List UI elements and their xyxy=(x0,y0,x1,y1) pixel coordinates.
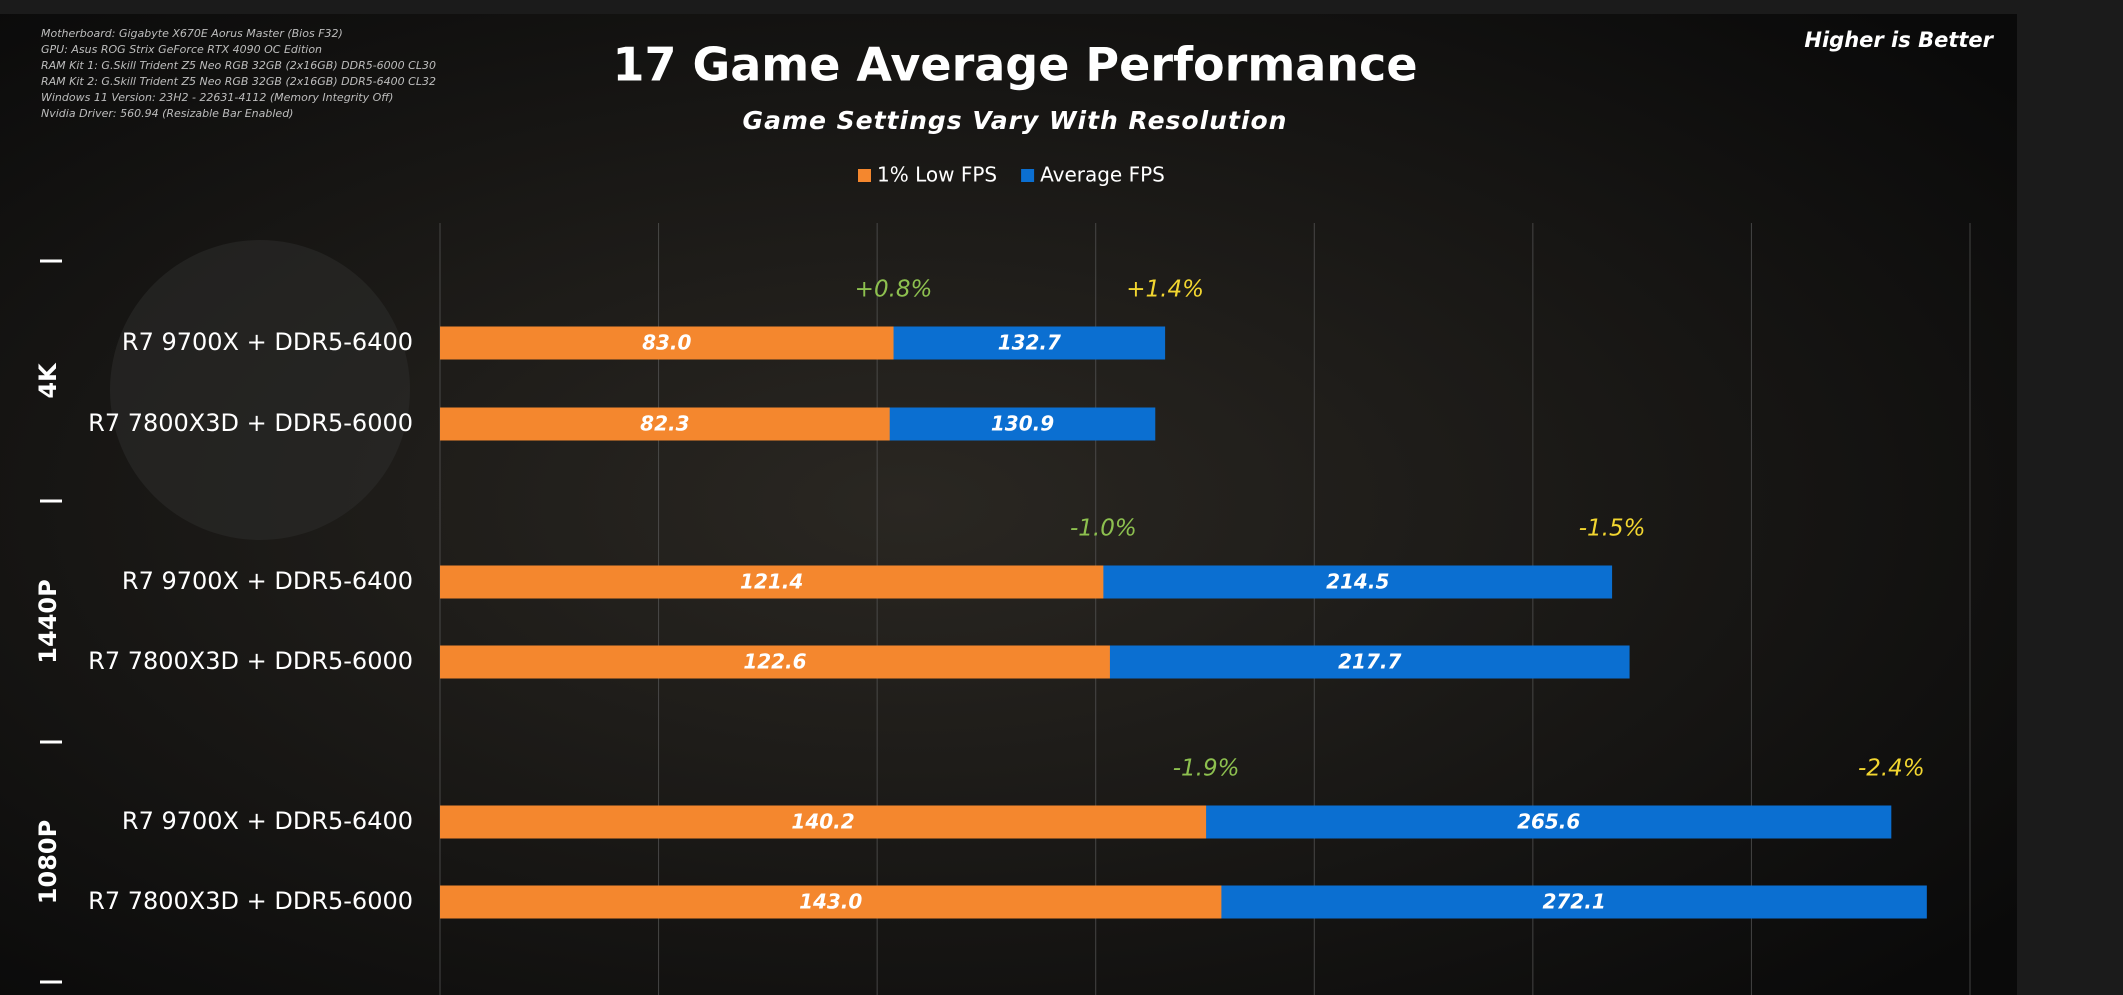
delta-label: -2.4% xyxy=(1858,756,1925,782)
bar xyxy=(440,805,1207,839)
value-label: 82.3 xyxy=(640,412,689,436)
spec-line: RAM Kit 2: G.Skill Trident Z5 Neo RGB 32… xyxy=(41,75,436,88)
value-label: 140.2 xyxy=(791,810,854,834)
spec-line: Motherboard: Gigabyte X670E Aorus Master… xyxy=(41,27,343,40)
value-label: 217.7 xyxy=(1338,650,1401,674)
category-label: R7 7800X3D + DDR5-6000 xyxy=(88,647,413,675)
group-label: 1440P xyxy=(34,579,62,663)
spec-line: GPU: Asus ROG Strix GeForce RTX 4090 OC … xyxy=(41,43,322,56)
category-label: R7 7800X3D + DDR5-6000 xyxy=(88,409,413,437)
decor-fan xyxy=(110,240,410,540)
value-label: 132.7 xyxy=(998,331,1061,355)
delta-label: -1.0% xyxy=(1070,516,1137,542)
bar xyxy=(440,326,894,360)
category-label: R7 9700X + DDR5-6400 xyxy=(122,567,413,595)
legend-label: Average FPS xyxy=(1040,163,1165,187)
chart-title: 17 Game Average Performance xyxy=(612,38,1417,92)
bar xyxy=(440,565,1104,599)
value-label: 122.6 xyxy=(743,650,806,674)
legend-swatch xyxy=(1021,169,1035,182)
delta-label: -1.5% xyxy=(1579,516,1646,542)
category-label: R7 9700X + DDR5-6400 xyxy=(122,328,413,356)
legend-swatch xyxy=(858,169,871,182)
legend-label: 1% Low FPS xyxy=(877,163,997,187)
value-label: 143.0 xyxy=(799,890,862,914)
value-label: 214.5 xyxy=(1326,570,1389,594)
value-label: 83.0 xyxy=(642,331,691,355)
category-label: R7 9700X + DDR5-6400 xyxy=(122,807,413,835)
value-label: 265.6 xyxy=(1517,810,1580,834)
note: Higher is Better xyxy=(1804,28,1994,52)
delta-label: +1.4% xyxy=(1126,277,1204,303)
bar xyxy=(440,407,890,441)
spec-line: Nvidia Driver: 560.94 (Resizable Bar Ena… xyxy=(41,107,293,120)
category-label: R7 7800X3D + DDR5-6000 xyxy=(88,887,413,915)
value-label: 272.1 xyxy=(1542,890,1605,914)
value-label: 130.9 xyxy=(991,412,1054,436)
spec-line: RAM Kit 1: G.Skill Trident Z5 Neo RGB 32… xyxy=(41,59,436,72)
chart-subtitle: Game Settings Vary With Resolution xyxy=(743,106,1288,135)
group-label: 4K xyxy=(34,362,62,399)
spec-line: Windows 11 Version: 23H2 - 22631-4112 (M… xyxy=(41,91,393,104)
bar xyxy=(440,645,1110,679)
value-label: 121.4 xyxy=(740,570,803,594)
bar xyxy=(440,885,1222,919)
delta-label: +0.8% xyxy=(855,277,933,303)
group-label: 1080P xyxy=(34,820,62,904)
delta-label: -1.9% xyxy=(1173,756,1240,782)
